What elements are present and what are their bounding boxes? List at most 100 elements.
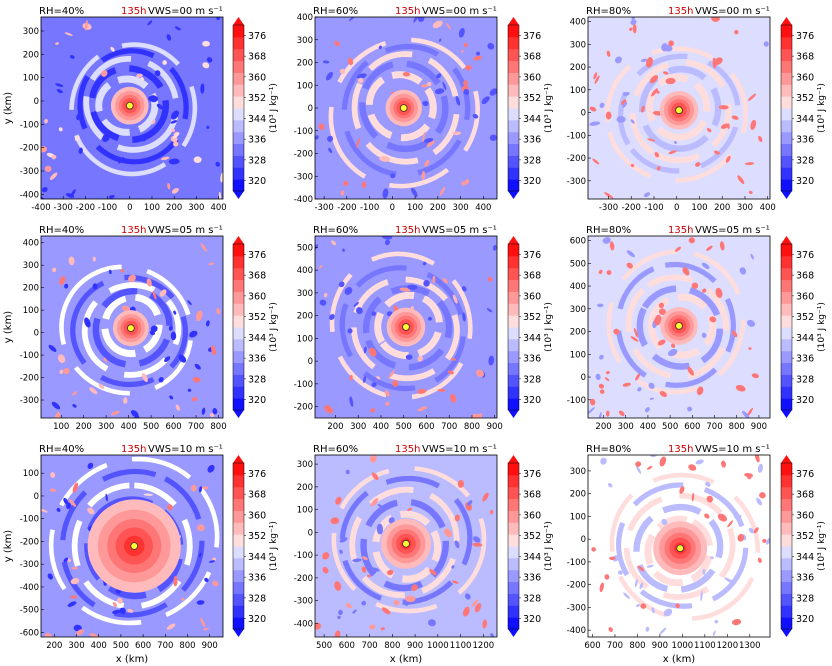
convective-cell: [44, 632, 52, 637]
colorbar-segment: [233, 25, 244, 38]
colorbar-extend-low: [781, 629, 792, 637]
convective-cell: [464, 593, 471, 600]
colorbar-segment: [508, 303, 519, 316]
colorbar-tick-label: 360: [248, 510, 266, 521]
rainband: [88, 65, 169, 144]
convective-cell: [423, 280, 430, 287]
colorbar-tick-label: 368: [248, 52, 266, 63]
convective-cell: [717, 513, 728, 522]
rainband: [329, 251, 473, 400]
convective-cell: [120, 268, 125, 273]
rainband: [639, 65, 722, 152]
convective-cell: [345, 603, 352, 609]
x-tick-label: 800: [210, 422, 226, 432]
convective-cell: [477, 413, 483, 416]
convective-cell: [687, 366, 695, 376]
convective-cell: [434, 88, 445, 94]
x-tick-label: 100: [691, 203, 707, 213]
x-tick-label: 300: [188, 203, 204, 213]
rainband: [633, 503, 724, 594]
x-tick-label: 600: [339, 641, 355, 651]
convective-cell: [661, 43, 669, 52]
convective-cell: [117, 597, 123, 604]
colorbar-tick-label: 328: [796, 155, 814, 166]
colorbar-tick-label: 352: [248, 531, 266, 542]
x-tick-label: 1300: [739, 641, 761, 651]
convective-cell: [452, 294, 458, 304]
y-tick-label: -100: [20, 351, 39, 361]
convective-cell: [41, 146, 48, 153]
x-tick-label: -100: [644, 203, 663, 213]
convective-cell: [51, 155, 57, 160]
colorbar-segment: [508, 338, 519, 352]
x-tick-label: 600: [584, 641, 600, 651]
convective-cell: [594, 75, 600, 85]
convective-cell: [216, 308, 221, 315]
convective-cell: [212, 580, 219, 587]
y-tick-label: -400: [20, 190, 39, 200]
convective-cell: [429, 568, 437, 576]
convective-cell: [600, 457, 607, 465]
y-tick-label: -200: [294, 150, 313, 160]
y-tick-label: -400: [294, 195, 313, 205]
convective-cell: [731, 618, 742, 626]
x-tick-label: 1100: [694, 641, 716, 651]
convective-cell: [422, 261, 427, 266]
convective-cell: [78, 147, 83, 155]
colorbar-segment: [233, 546, 244, 559]
x-tick-label: 1000: [672, 641, 694, 651]
colorbar-tick-label: 352: [523, 312, 541, 323]
convective-cell: [637, 387, 642, 392]
colorbar-segment: [508, 255, 519, 269]
y-tick-label: 100: [297, 334, 313, 344]
convective-cell: [164, 356, 171, 363]
convective-cell: [369, 455, 377, 463]
storm-center-marker: [127, 324, 135, 332]
convective-cell: [200, 617, 206, 628]
convective-cell: [193, 156, 202, 164]
convective-cell: [706, 495, 714, 503]
colorbar-tick-label: 368: [523, 52, 541, 63]
convective-cell: [63, 497, 69, 505]
colorbar-segment: [781, 374, 792, 387]
convective-cell: [648, 382, 655, 389]
x-tick-label: 0: [127, 203, 132, 213]
convective-cell: [700, 590, 703, 602]
colorbar-segment: [233, 315, 244, 328]
convective-cell: [151, 119, 156, 125]
time-label: 135h: [668, 6, 693, 17]
rainband: [360, 498, 450, 592]
colorbar-segment: [508, 84, 519, 97]
y-tick-label: 300: [570, 467, 586, 477]
colorbar-tick-label: 320: [248, 614, 266, 625]
colorbar-tick-label: 352: [523, 531, 541, 542]
convective-cell: [49, 488, 56, 492]
convective-cell: [405, 595, 416, 603]
colorbar-segment: [508, 605, 519, 618]
colorbar: 320 328 336 344 352 360 368 376 (10³ J kg⁻¹): [507, 455, 554, 637]
colorbar-extend-low: [508, 410, 519, 418]
colorbar-segment: [781, 581, 792, 594]
convective-cell: [428, 316, 432, 321]
colorbar-segment: [781, 557, 792, 571]
convective-cell: [424, 159, 430, 167]
convective-cell: [665, 77, 676, 85]
convective-cell: [174, 26, 181, 31]
convective-cell: [41, 508, 48, 513]
convective-cell: [706, 128, 712, 133]
rainband: [101, 293, 163, 358]
convective-cell: [748, 527, 755, 534]
convective-cell: [489, 88, 497, 96]
colorbar-segment: [781, 486, 792, 500]
convective-cell: [714, 619, 719, 624]
axes-frame: [587, 235, 771, 419]
rainband: [644, 515, 714, 587]
convective-cell: [70, 578, 80, 585]
convective-cell: [427, 81, 432, 87]
rainband: [351, 51, 460, 165]
colorbar-segment: [233, 362, 244, 375]
convective-cell: [152, 290, 157, 300]
convective-cell: [417, 388, 427, 394]
vws-label: VWS=00 m s⁻¹: [148, 6, 223, 17]
y-tick-label: 100: [23, 469, 39, 479]
